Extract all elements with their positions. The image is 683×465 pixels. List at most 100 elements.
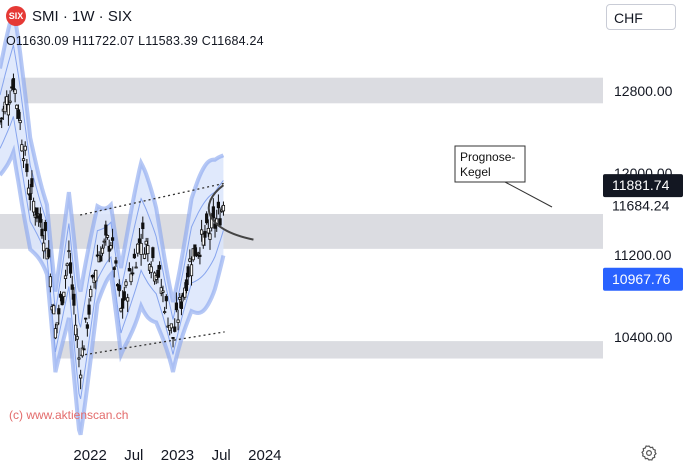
candle-body [194,253,199,257]
candle-body [0,117,4,120]
candle-body [216,201,220,209]
candle-body [206,227,210,234]
candle-body [139,242,143,255]
gear-icon[interactable] [640,444,658,462]
price-label: 11684.24 [612,197,670,213]
candle-body [20,144,24,152]
candle-body [70,284,74,290]
annotation-text: Prognose- [460,150,515,164]
candle-body [176,319,180,323]
annotation-text: Kegel [460,165,491,179]
candle-body [198,254,202,257]
candle-body [23,145,27,151]
x-tick-label: Jul [124,447,143,464]
x-axis: 2022 Jul 2023 Jul 2024 [73,447,281,464]
price-label: 11881.74 [612,177,670,193]
x-tick-label: 2024 [248,447,281,464]
candle-body [13,89,17,94]
candle-body [80,347,84,357]
chart-header: SIX SMI · 1W · SIX [6,6,132,26]
candle-body [18,120,22,124]
candle-body [141,222,145,230]
price-label-bg [603,267,683,291]
x-tick-label: 2022 [73,447,106,464]
candle-body [11,78,16,90]
candle-body [102,240,106,243]
candle-body [79,374,83,379]
candle-body [52,305,56,315]
trendlines [80,182,225,357]
candle-body [173,326,177,332]
candle-body [221,204,226,212]
candle-body [65,263,69,267]
candle-body [144,240,148,245]
y-tick-label: 12800.00 [614,83,673,99]
candle-body [85,324,89,329]
support-zone [0,77,603,104]
candle-body [131,272,135,275]
candle-body [82,348,86,351]
candle-body [149,266,153,273]
candle-body [67,250,71,253]
candle-body [42,242,46,252]
candle-body [211,206,215,219]
trendline [80,331,225,357]
candle-body [26,187,31,195]
candle-body [21,158,26,162]
x-tick-label: 2023 [161,447,194,464]
candle-body [121,298,125,309]
bollinger-band [0,8,226,436]
candle-body [151,247,155,259]
currency-button[interactable]: CHF [606,4,676,30]
candle-body [129,273,133,283]
band-upper-line [0,8,225,303]
candle-body [32,200,36,213]
candle-body [205,213,209,224]
candle-body [68,262,73,274]
candle-body [48,276,53,288]
candle-body [16,109,21,119]
band-inner-lower [0,116,224,400]
symbol-title[interactable]: SMI · 1W · SIX [32,7,133,25]
candle-body [60,295,64,306]
candle-body [74,324,78,336]
candle-body [132,253,136,259]
candle-body [5,96,9,105]
band-inner-upper [0,44,224,328]
candle-body [124,281,128,286]
candle-body [75,336,79,340]
candle-body [179,301,184,309]
candle-body [122,291,126,301]
candle-body [105,235,110,238]
candle-body [43,222,47,232]
candle-body [134,266,138,269]
candle-body [100,247,105,254]
x-tick-label: Jul [212,447,231,464]
candle-body [146,245,150,255]
candle-body [89,289,93,298]
candle-body [169,323,173,329]
candle-body [63,275,68,279]
candle-body [186,266,190,278]
candle-body [15,104,19,109]
candle-body [55,322,59,326]
candle-body [156,269,160,278]
candle-body [109,245,113,250]
candle-body [161,290,165,293]
candle-body [87,304,91,315]
candle-body [117,284,121,292]
candle-body [174,302,178,311]
price-label-bg [603,174,683,198]
candle-body [38,213,42,223]
candle-body [137,238,142,244]
band-lower-line [0,144,226,436]
candle-body [40,228,44,237]
support-zone [55,341,603,359]
y-tick-label: 10400.00 [614,329,673,345]
candle-body [28,193,32,201]
six-logo-icon: SIX [6,6,26,26]
candle-body [208,233,212,240]
candle-body [136,243,140,254]
